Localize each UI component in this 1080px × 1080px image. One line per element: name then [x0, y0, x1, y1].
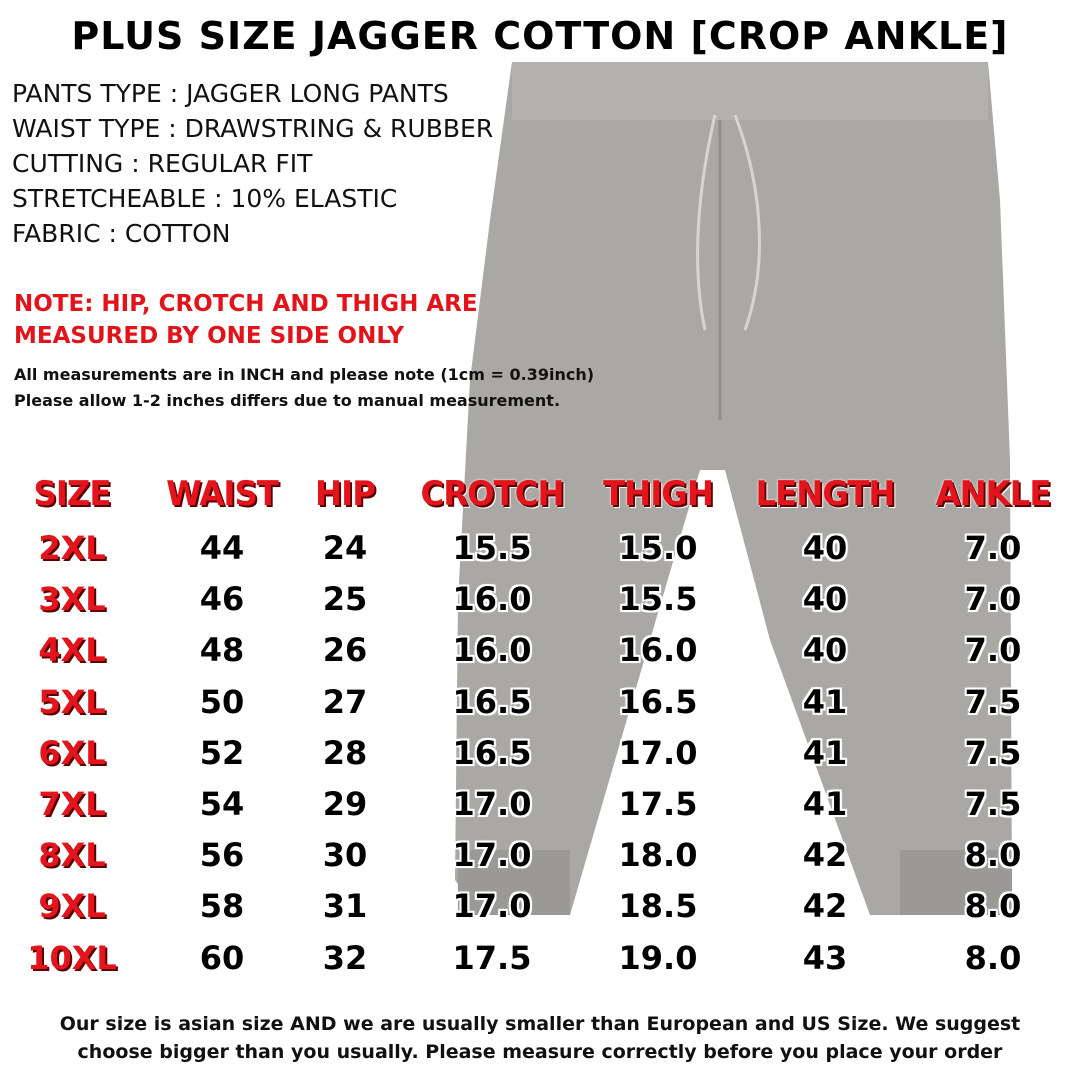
table-cell: 18.5 [618, 887, 698, 926]
table-cell: 16.0 [452, 631, 532, 670]
info-line: Please allow 1-2 inches differs due to m… [14, 391, 561, 410]
table-cell: 42 [802, 836, 848, 875]
table-cell: 8.0 [964, 938, 1022, 977]
table-cell: 41 [802, 682, 848, 721]
table-cell: 31 [322, 887, 368, 926]
table-cell: 24 [322, 529, 368, 567]
table-cell: 60 [199, 938, 245, 977]
measurement-note: NOTE: HIP, CROTCH AND THIGH ARE MEASURED… [14, 288, 478, 352]
table-cell: 25 [322, 580, 368, 619]
table-cell: 17.5 [618, 785, 698, 823]
table-cell: 17.0 [618, 733, 698, 772]
column-header-hip: HIP [315, 474, 376, 514]
table-cell: 27 [322, 682, 368, 721]
table-cell: 26 [322, 631, 368, 670]
spec-list: PANTS TYPE : JAGGER LONG PANTS WAIST TYP… [12, 76, 493, 251]
table-cell: 28 [322, 733, 368, 772]
column-header-crotch: CROTCH [420, 474, 564, 514]
footer-line: choose bigger than you usually. Please m… [77, 1041, 1003, 1063]
column-header-size: SIZE [33, 474, 112, 514]
table-cell: 16.0 [618, 631, 698, 670]
size-label: 7XL [38, 785, 106, 823]
column-header-length: LENGTH [755, 474, 896, 514]
table-cell: 16.5 [452, 733, 532, 772]
size-label: 3XL [38, 580, 106, 619]
table-cell: 54 [199, 785, 245, 823]
table-cell: 40 [802, 580, 848, 619]
table-cell: 17.0 [452, 887, 532, 926]
size-label: 8XL [38, 836, 106, 875]
table-cell: 43 [802, 938, 848, 977]
table-cell: 7.5 [964, 682, 1022, 721]
note-line: MEASURED BY ONE SIDE ONLY [14, 323, 405, 349]
table-cell: 29 [322, 785, 368, 823]
measurement-info: All measurements are in INCH and please … [14, 362, 594, 414]
table-cell: 7.5 [964, 733, 1022, 772]
table-cell: 46 [199, 580, 245, 619]
table-cell: 18.0 [618, 836, 698, 875]
size-table: SIZE WAIST HIP CROTCH THIGH LENGTH ANKLE 2XL 44 2… [27, 474, 1052, 977]
spec-pants-type: PANTS TYPE : JAGGER LONG PANTS [12, 79, 449, 108]
table-cell: 56 [199, 836, 245, 875]
table-cell: 48 [199, 631, 245, 670]
size-label: 9XL [38, 887, 106, 926]
size-label: 10XL [27, 938, 117, 977]
table-cell: 7.0 [964, 580, 1022, 619]
size-label: 4XL [38, 631, 106, 670]
table-cell: 7.5 [964, 785, 1022, 823]
table-cell: 17.0 [452, 836, 532, 875]
note-line: NOTE: HIP, CROTCH AND THIGH ARE [14, 291, 478, 317]
table-cell: 16.5 [618, 682, 698, 721]
table-cell: 41 [802, 733, 848, 772]
table-cell: 41 [802, 785, 848, 823]
column-header-ankle: ANKLE [935, 474, 1052, 514]
table-cell: 52 [199, 733, 245, 772]
table-cell: 32 [322, 938, 368, 977]
table-cell: 16.5 [452, 682, 532, 721]
size-label: 2XL [38, 529, 106, 567]
footer-note: Our size is asian size AND we are usuall… [0, 1010, 1080, 1066]
size-label: 5XL [38, 682, 106, 721]
table-cell: 50 [199, 682, 245, 721]
table-cell: 40 [802, 529, 848, 567]
table-cell: 17.5 [452, 938, 532, 977]
spec-waist-type: WAIST TYPE : DRAWSTRING & RUBBER [12, 114, 494, 143]
table-cell: 8.0 [964, 836, 1022, 875]
table-cell: 17.0 [452, 785, 532, 823]
table-cell: 15.5 [618, 580, 698, 619]
spec-fabric: FABRIC : COTTON [12, 219, 231, 248]
footer-line: Our size is asian size AND we are usuall… [59, 1013, 1021, 1035]
table-cell: 30 [322, 836, 368, 875]
size-label: 6XL [38, 733, 106, 772]
table-cell: 44 [199, 529, 245, 567]
spec-cutting: CUTTING : REGULAR FIT [12, 149, 313, 178]
column-header-waist: WAIST [166, 474, 279, 514]
info-line: All measurements are in INCH and please … [14, 365, 595, 384]
table-cell: 40 [802, 631, 848, 670]
table-cell: 19.0 [618, 938, 698, 977]
table-cell: 58 [199, 887, 245, 926]
table-cell: 7.0 [964, 529, 1022, 567]
table-cell: 7.0 [964, 631, 1022, 670]
table-cell: 15.5 [452, 529, 532, 567]
table-cell: 16.0 [452, 580, 532, 619]
page-title: PLUS SIZE JAGGER COTTON [CROP ANKLE] [71, 14, 1009, 58]
spec-stretch: STRETCHEABLE : 10% ELASTIC [12, 184, 398, 213]
table-cell: 15.0 [618, 529, 698, 567]
table-cell: 8.0 [964, 887, 1022, 926]
table-cell: 42 [802, 887, 848, 926]
column-header-thigh: THIGH [603, 474, 714, 514]
